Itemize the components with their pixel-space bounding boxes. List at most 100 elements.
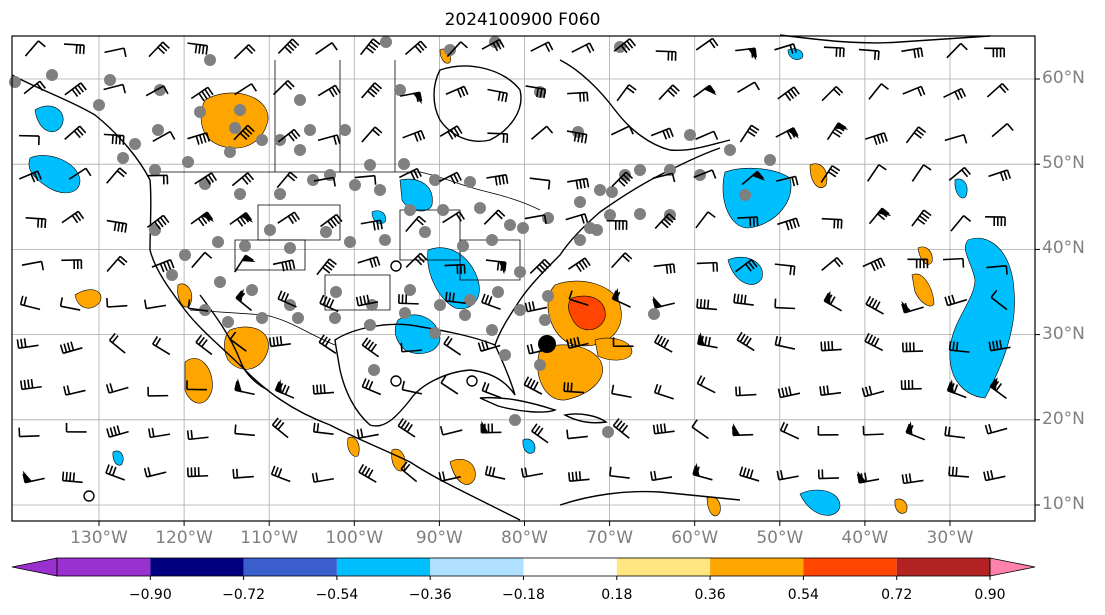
wind-barb [948,466,969,478]
wind-barb [147,386,169,397]
wind-barb [313,176,336,187]
negative-anomaly-patch [949,237,1015,399]
coastlines [11,34,991,521]
station-dot [246,284,258,296]
wind-barb [817,425,839,436]
wind-barb [525,85,547,99]
pennant [240,255,256,263]
wind-barb [186,429,209,441]
station-dot [486,324,498,336]
wind-barb [105,464,126,481]
lat-label: 10°N [1042,494,1085,514]
station-dot [459,309,471,321]
wind-barb [405,252,428,268]
wind-barb [905,126,927,144]
special-markers [83,260,556,502]
wind-barb [695,211,716,229]
wind-barb [697,332,718,349]
wind-barb [611,287,631,308]
wind-barb [985,216,1006,227]
station-dot [256,312,268,324]
wind-barb [402,129,426,142]
positive-anomaly-patch [184,358,213,404]
station-dot [229,122,241,134]
wind-barb [22,470,45,484]
wind-barb [911,209,932,227]
wind-barb [147,174,169,185]
wind-barb [233,44,256,60]
south-america-coast [559,490,741,506]
negative-anomaly-patch [954,178,968,199]
station-dot [234,188,246,200]
wind-barb [487,132,509,143]
wind-barb [568,290,589,307]
wind-barb [865,296,884,315]
station-dot [634,208,646,220]
wind-barb [524,301,548,313]
positive-anomaly-patch [74,289,102,309]
station-dot [284,242,296,254]
wind-barb [732,423,754,437]
station-dot [648,308,660,320]
pennant [498,260,506,275]
station-dot [379,234,391,246]
wind-barb [611,252,633,269]
wind-barb [25,217,47,229]
station-dot [224,146,236,158]
wind-barb [774,298,796,310]
station-dot [374,184,386,196]
wind-barb [446,41,468,58]
wind-barb [59,341,83,355]
negative-anomaly-patch [28,155,81,194]
station-dot [764,154,776,166]
wind-barb [106,297,128,308]
wind-barb [695,130,719,141]
wind-barb [24,40,46,57]
wind-barb [398,167,422,181]
wind-barb [231,172,255,187]
wind-barb [737,216,759,227]
hispaniola [562,413,608,424]
station-dot [534,359,546,371]
wind-barb [361,337,380,358]
lon-label: 110°W [240,528,299,548]
wind-barb [61,210,85,224]
colorbar-tick-label: −0.90 [128,587,172,603]
wind-barb [856,470,880,484]
wind-barb [272,259,296,272]
station-dot [574,234,586,246]
wind-barb [531,423,549,444]
wind-barb [907,258,929,269]
wind-barb [943,87,967,101]
station-dot [239,240,251,252]
station-dot [591,224,603,236]
wind-barb [477,340,501,352]
wind-barb [268,335,291,348]
wind-barb [64,82,87,97]
wind-barb [864,332,884,352]
colorbar-tick-label: 0.18 [601,587,633,603]
pennant [481,420,489,434]
wind-barb [63,385,86,396]
state-line [459,239,521,281]
colorbar-segment [523,558,617,576]
station-dot [182,156,194,168]
wind-barb [774,43,798,54]
west-coastline [11,74,521,521]
wind-barb [736,331,755,352]
wind-barb [270,465,291,483]
wind-barb [405,215,427,233]
hudson-bay [433,65,522,142]
wind-barb [530,41,554,53]
station-dot [404,204,416,216]
station-dot [514,304,526,316]
wind-barb [18,170,42,183]
wind-barb [654,213,676,229]
wind-barb [186,380,207,391]
wind-barb [692,462,713,481]
wind-barb [821,86,844,102]
labrador-coast [559,59,731,152]
wind-barb [277,211,301,225]
state-line [324,274,391,311]
station-dot [429,174,441,186]
